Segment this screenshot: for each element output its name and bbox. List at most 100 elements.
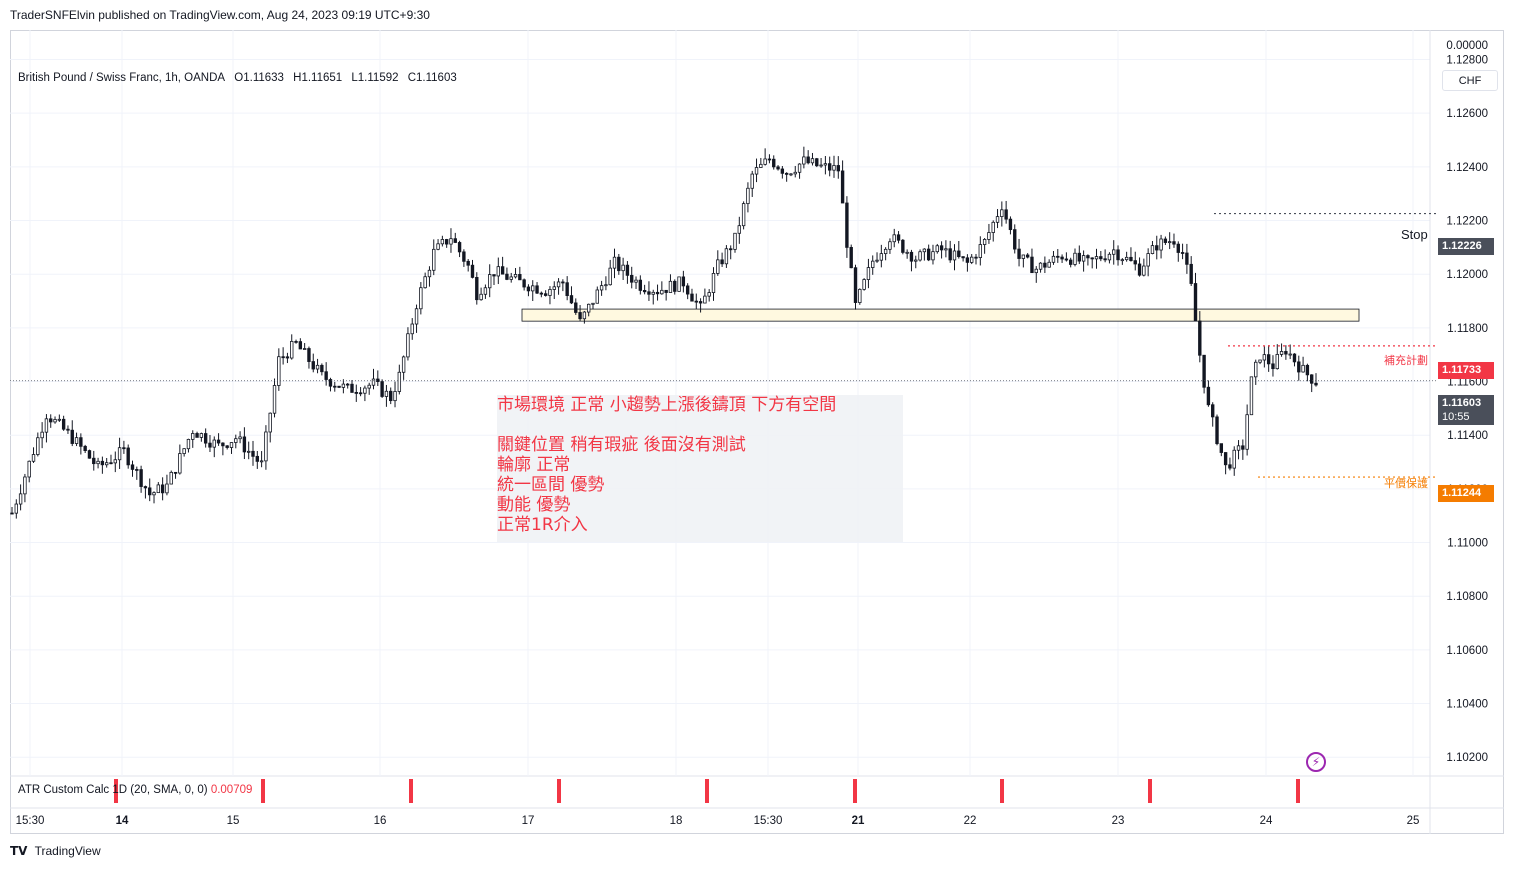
- candle-body: [729, 248, 733, 251]
- candle-body: [410, 323, 414, 335]
- price-tick-label: 1.12200: [1446, 216, 1488, 228]
- candle-body: [772, 158, 776, 168]
- candle-body: [909, 251, 914, 262]
- time-tick-label: 21: [852, 815, 865, 827]
- candles: [10, 146, 1318, 519]
- price-tick-label: 1.12000: [1446, 269, 1488, 281]
- candle-body: [109, 462, 113, 465]
- candle-body: [845, 202, 849, 248]
- candle-body: [432, 248, 436, 271]
- candle-body: [853, 267, 858, 303]
- candle-body: [156, 484, 161, 494]
- candle-body: [113, 459, 117, 464]
- candle-body: [737, 225, 742, 234]
- candle-body: [673, 280, 677, 292]
- candle-body: [389, 390, 393, 402]
- atr-name: ATR Custom Calc: [18, 784, 110, 796]
- candle-body: [815, 158, 819, 167]
- candle-body: [802, 156, 806, 165]
- candle-body: [186, 438, 191, 450]
- candle-body: [879, 253, 884, 261]
- candle-body: [40, 431, 44, 439]
- candle-body: [242, 436, 247, 453]
- candle-body: [1279, 351, 1284, 355]
- candle-body: [1314, 382, 1318, 386]
- candle-body: [401, 356, 406, 373]
- footer-brand: 𝗧𝗩 TradingView: [10, 844, 101, 858]
- candle-body: [462, 251, 466, 262]
- candle-body: [1013, 229, 1017, 250]
- candle-body: [944, 248, 948, 251]
- candle-body: [582, 311, 587, 320]
- candle-body: [776, 166, 780, 170]
- candle-body: [117, 447, 122, 461]
- candle-body: [647, 291, 651, 295]
- candle-body: [1236, 445, 1241, 451]
- candle-body: [1155, 245, 1159, 251]
- candle-body: [965, 257, 970, 263]
- candle-body: [475, 277, 479, 301]
- atr-params: 1D (20, SMA, 0, 0): [112, 784, 208, 796]
- candle-body: [1241, 445, 1245, 450]
- candle-body: [406, 333, 410, 358]
- candle-body: [1288, 353, 1292, 356]
- candle-body: [931, 251, 935, 261]
- candle-body: [832, 165, 836, 171]
- time-tick-label: 15: [227, 815, 240, 827]
- candle-body: [49, 418, 53, 423]
- candle-body: [896, 234, 901, 241]
- candle-body: [199, 433, 204, 438]
- candle-body: [961, 256, 965, 259]
- candle-body: [578, 312, 582, 320]
- candle-body: [1249, 376, 1254, 416]
- note-line: 關鍵位置 稍有瑕疵 後面沒有測試: [497, 435, 746, 455]
- candle-body: [23, 476, 27, 495]
- candle-body: [664, 289, 668, 293]
- candle-body: [414, 308, 419, 325]
- lightning-icon[interactable]: ⚡: [1306, 752, 1326, 772]
- candle-body: [277, 356, 281, 386]
- candle-body: [1163, 238, 1168, 243]
- candle-body: [1180, 252, 1185, 254]
- candle-body: [182, 448, 186, 454]
- candle-body: [1271, 363, 1275, 370]
- candle-body: [165, 483, 169, 494]
- candle-body: [83, 445, 87, 451]
- candle-body: [337, 385, 341, 388]
- candle-body: [883, 248, 888, 255]
- candle-body: [720, 259, 724, 265]
- candle-body: [1056, 255, 1060, 258]
- candle-body: [759, 163, 763, 168]
- candle-body: [92, 457, 96, 465]
- analysis-note[interactable]: 市場環境 正常 小趨勢上漲後鑄頂 下方有空間 關鍵位置 稍有瑕疵 後面沒有測試 …: [497, 395, 903, 542]
- candle-body: [1266, 354, 1271, 365]
- price-tick-label: 1.10200: [1446, 752, 1488, 764]
- atr-value: 0.00709: [210, 784, 253, 796]
- candle-body: [987, 232, 991, 240]
- candle-body: [307, 348, 311, 362]
- time-tick-label: 15:30: [754, 815, 783, 827]
- candle-body: [685, 285, 690, 295]
- stop-annotation: Stop: [1401, 227, 1428, 242]
- candle-body: [135, 469, 139, 471]
- candle-body: [1150, 245, 1155, 254]
- note-line: [497, 415, 903, 435]
- currency-button[interactable]: CHF: [1442, 70, 1498, 91]
- candle-body: [1116, 249, 1120, 261]
- candle-body: [840, 170, 845, 204]
- candle-body: [393, 391, 397, 402]
- candle-body: [423, 276, 427, 289]
- candle-body: [535, 285, 539, 294]
- candle-body: [957, 250, 961, 258]
- candle-body: [1129, 256, 1133, 262]
- candle-body: [1051, 255, 1056, 263]
- candle-body: [1120, 259, 1125, 262]
- candle-body: [763, 158, 767, 165]
- note-line: 正常1R介入: [497, 515, 588, 535]
- candle-body: [294, 341, 298, 343]
- candle-body: [27, 460, 31, 478]
- candle-body: [862, 279, 866, 290]
- time-tick-label: 16: [374, 815, 387, 827]
- candle-body: [1094, 256, 1099, 260]
